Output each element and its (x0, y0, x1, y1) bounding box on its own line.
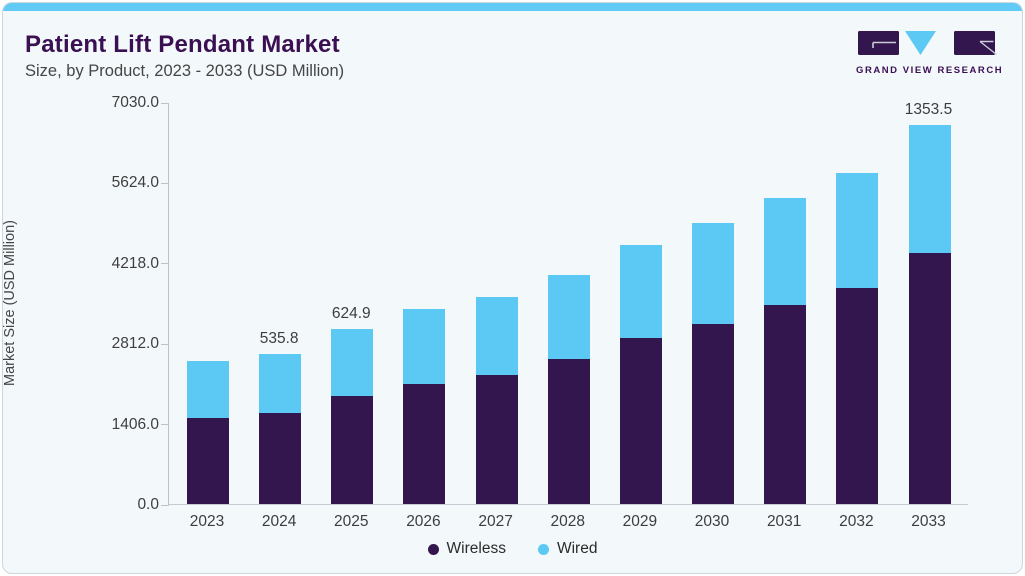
legend-dot-wireless (427, 543, 439, 555)
bar-2024-wired (259, 353, 302, 413)
bar-2030-wireless (692, 323, 735, 504)
x-axis-label-2029: 2029 (622, 513, 658, 530)
y-tick-label: 1406.0 (111, 415, 159, 433)
bar-2031-wired (764, 197, 807, 306)
x-axis-label-2025: 2025 (334, 513, 369, 530)
legend-label-wireless: Wireless (446, 540, 506, 557)
bar-2026-wireless (403, 383, 446, 504)
x-axis-label-2032: 2032 (839, 513, 874, 530)
bar-2026-wired (403, 309, 446, 384)
bar-2033-wireless (908, 253, 951, 504)
bar-2028-wired (547, 274, 590, 359)
bar-value-label-2025: 624.9 (331, 304, 371, 322)
x-axis-label-2026: 2026 (406, 513, 441, 530)
x-axis-label-2028: 2028 (550, 513, 585, 530)
plot-area (168, 103, 968, 505)
bar-2030-wired (692, 222, 735, 324)
y-tick-mark (161, 102, 169, 104)
accent-strip (3, 3, 1022, 11)
bar-2025-wireless (331, 396, 374, 504)
y-tick-mark (161, 504, 169, 506)
bar-2027-wireless (475, 374, 518, 504)
bar-2032-wireless (836, 287, 879, 504)
x-axis-label-2027: 2027 (478, 513, 513, 530)
y-tick-mark (161, 343, 169, 345)
y-tick-label: 2812.0 (111, 335, 159, 353)
bar-2023-wireless (187, 418, 229, 504)
y-tick-mark (161, 263, 169, 265)
bar-2032-wired (836, 173, 879, 288)
bar-2029-wired (619, 244, 662, 339)
x-axis-label-2023: 2023 (189, 513, 225, 530)
x-axis-label-2024: 2024 (261, 513, 297, 530)
page-title: Patient Lift Pendant Market (25, 31, 340, 58)
x-axis-label-2033: 2033 (911, 513, 946, 530)
bar-2028-wireless (547, 358, 590, 504)
bar-2031-wireless (764, 305, 807, 504)
gvr-logo-text: GRAND VIEW RESEARCH (856, 65, 1004, 76)
y-tick-label: 5624.0 (111, 174, 159, 192)
legend-item-wired: Wired (537, 540, 598, 558)
y-tick-mark (161, 182, 169, 184)
bar-2027-wired (475, 297, 518, 375)
legend-dot-wired (537, 543, 549, 555)
bar-value-label-2033: 1353.5 (904, 100, 953, 118)
legend-item-wireless: Wireless (427, 540, 506, 558)
x-axis-label-2031: 2031 (766, 513, 802, 530)
y-tick-label: 4218.0 (111, 254, 159, 272)
bar-2033-wired (908, 124, 951, 254)
bar-2029-wireless (619, 338, 662, 504)
x-axis-label-2030: 2030 (694, 513, 730, 530)
gvr-logo-mark (858, 31, 997, 56)
legend: Wireless Wired (3, 540, 1022, 558)
bar-2025-wired (331, 328, 374, 397)
bar-2023-wired (187, 361, 229, 419)
y-tick-label: 7030.0 (111, 94, 159, 111)
gvr-logo: GRAND VIEW RESEARCH (856, 30, 1004, 76)
y-tick-label: 0.0 (137, 496, 159, 513)
bar-value-label-2024: 535.8 (259, 329, 299, 347)
page-subtitle: Size, by Product, 2023 - 2033 (USD Milli… (25, 62, 345, 80)
y-tick-mark (161, 424, 169, 426)
bar-2024-wireless (259, 412, 302, 504)
legend-label-wired: Wired (556, 540, 598, 557)
y-axis-title: Market Size (USD Million) (2, 220, 18, 386)
